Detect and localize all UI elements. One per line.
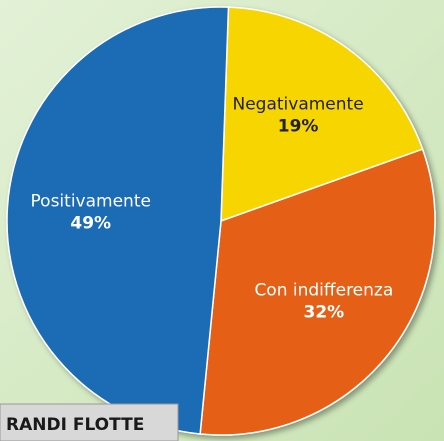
pie-slice: [199, 148, 436, 436]
slice-value-label: 32%: [304, 302, 345, 322]
pie-slice: [220, 6, 424, 223]
caption: RANDI FLOTTE: [6, 415, 144, 435]
slice-label: Negativamente: [233, 95, 364, 115]
caption-box: [0, 403, 179, 441]
slice-value-label: 49%: [70, 213, 111, 233]
slice-value-label: 19%: [278, 117, 319, 137]
pie: [6, 6, 436, 436]
slice-label: Positivamente: [31, 191, 151, 211]
slice-label: Con indifferenza: [254, 280, 393, 300]
